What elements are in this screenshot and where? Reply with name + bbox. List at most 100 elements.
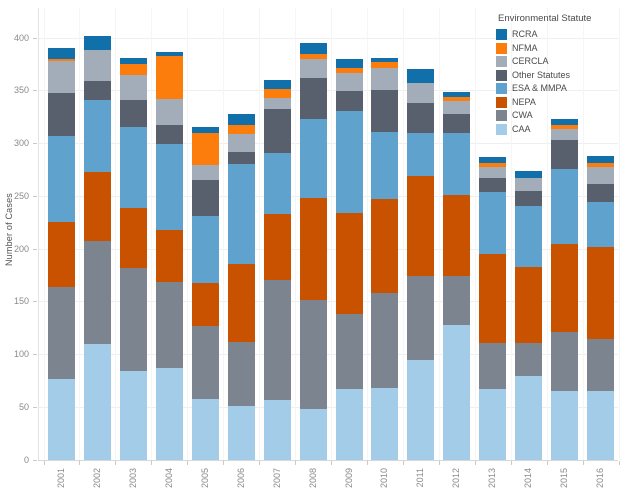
bar-2004-segment-esa-mmpa[interactable]: [155, 143, 183, 231]
bar-2001-segment-cwa[interactable]: [48, 286, 75, 379]
bar-2015-segment-nfma[interactable]: [551, 124, 579, 129]
bar-2001-segment-nepa[interactable]: [48, 221, 75, 287]
bar-2005[interactable]: [191, 126, 219, 460]
bar-2005-segment-nfma[interactable]: [191, 133, 219, 165]
bar-2016-segment-nepa[interactable]: [587, 246, 615, 339]
bar-2012-segment-rcra[interactable]: [443, 91, 471, 98]
bar-2016-segment-other-statutes[interactable]: [587, 183, 615, 202]
bar-2007-segment-esa-mmpa[interactable]: [263, 153, 291, 215]
bar-2012-segment-cercla[interactable]: [443, 101, 471, 114]
bar-2012-segment-nepa[interactable]: [443, 195, 471, 277]
bar-2004-segment-nepa[interactable]: [155, 230, 183, 282]
bar-2007-segment-nepa[interactable]: [263, 214, 291, 280]
bar-2003-segment-rcra[interactable]: [119, 58, 147, 65]
bar-2013-segment-cwa[interactable]: [479, 342, 507, 390]
bar-2010[interactable]: [371, 58, 399, 460]
bar-2003-segment-nfma[interactable]: [119, 64, 147, 75]
bar-2006-segment-nfma[interactable]: [227, 124, 255, 135]
bar-2012[interactable]: [443, 91, 471, 460]
bar-2001[interactable]: [48, 47, 75, 460]
bar-2016-segment-cercla[interactable]: [587, 166, 615, 184]
bar-2016-segment-rcra[interactable]: [587, 156, 615, 163]
bar-2011-segment-other-statutes[interactable]: [407, 103, 435, 133]
bar-2012-segment-caa[interactable]: [443, 324, 471, 460]
bar-2001-segment-cercla[interactable]: [48, 61, 75, 93]
bar-2010-segment-caa[interactable]: [371, 388, 399, 460]
bar-2011-segment-rcra[interactable]: [407, 68, 435, 84]
bar-2007[interactable]: [263, 80, 291, 460]
bar-2009-segment-cercla[interactable]: [335, 72, 363, 91]
bar-2004-segment-other-statutes[interactable]: [155, 124, 183, 144]
bar-2003-segment-other-statutes[interactable]: [119, 100, 147, 127]
bar-2016-segment-esa-mmpa[interactable]: [587, 201, 615, 247]
legend-item-cwa[interactable]: CWA: [496, 109, 622, 123]
legend-item-other-statutes[interactable]: Other Statutes: [496, 69, 622, 83]
bar-2006-segment-esa-mmpa[interactable]: [227, 163, 255, 264]
bar-2010-segment-nepa[interactable]: [371, 199, 399, 294]
bar-2004-segment-rcra[interactable]: [155, 51, 183, 56]
bar-2007-segment-caa[interactable]: [263, 399, 291, 460]
bar-2003-segment-caa[interactable]: [119, 371, 147, 460]
bar-2014-segment-caa[interactable]: [515, 375, 543, 460]
bar-2014-segment-rcra[interactable]: [515, 170, 543, 179]
legend-item-esa-mmpa[interactable]: ESA & MMPA: [496, 82, 622, 96]
bar-2001-segment-other-statutes[interactable]: [48, 92, 75, 137]
bar-2008-segment-cercla[interactable]: [299, 59, 327, 79]
bar-2004-segment-cercla[interactable]: [155, 99, 183, 125]
bar-2012-segment-other-statutes[interactable]: [443, 114, 471, 133]
bar-2015-segment-cwa[interactable]: [551, 332, 579, 392]
bar-2008-segment-esa-mmpa[interactable]: [299, 119, 327, 199]
bar-2003-segment-cercla[interactable]: [119, 74, 147, 101]
bar-2008-segment-nepa[interactable]: [299, 198, 327, 300]
bar-2005-segment-esa-mmpa[interactable]: [191, 216, 219, 283]
bar-2010-segment-rcra[interactable]: [371, 58, 399, 63]
bar-2008[interactable]: [299, 43, 327, 460]
bar-2004[interactable]: [155, 51, 183, 460]
bar-2001-segment-esa-mmpa[interactable]: [48, 136, 75, 222]
bar-2004-segment-cwa[interactable]: [155, 281, 183, 369]
bar-2009-segment-rcra[interactable]: [335, 59, 363, 68]
bar-2011-segment-cwa[interactable]: [407, 276, 435, 360]
bar-2007-segment-rcra[interactable]: [263, 80, 291, 89]
bar-2015-segment-rcra[interactable]: [551, 119, 579, 125]
bar-2016-segment-caa[interactable]: [587, 391, 615, 460]
bar-2003[interactable]: [119, 58, 147, 460]
bar-2007-segment-cwa[interactable]: [263, 279, 291, 400]
bar-2002-segment-caa[interactable]: [83, 343, 111, 460]
bar-2006-segment-other-statutes[interactable]: [227, 151, 255, 164]
legend-item-rcra[interactable]: RCRA: [496, 28, 622, 42]
bar-2011-segment-nepa[interactable]: [407, 176, 435, 277]
bar-2001-segment-caa[interactable]: [48, 378, 75, 460]
bar-2005-segment-caa[interactable]: [191, 398, 219, 460]
bar-2008-segment-other-statutes[interactable]: [299, 78, 327, 120]
bar-2015-segment-nepa[interactable]: [551, 243, 579, 333]
bar-2016-segment-nfma[interactable]: [587, 162, 615, 167]
bar-2005-segment-rcra[interactable]: [191, 126, 219, 134]
bar-2009[interactable]: [335, 59, 363, 460]
bar-2009-segment-nfma[interactable]: [335, 67, 363, 73]
bar-2006-segment-caa[interactable]: [227, 406, 255, 460]
bar-2014-segment-cercla[interactable]: [515, 178, 543, 191]
bar-2011-segment-esa-mmpa[interactable]: [407, 132, 435, 177]
bar-2006-segment-nepa[interactable]: [227, 263, 255, 342]
bar-2013-segment-nepa[interactable]: [479, 254, 507, 343]
bar-2012-segment-nfma[interactable]: [443, 97, 471, 102]
bar-2006-segment-rcra[interactable]: [227, 114, 255, 125]
bar-2004-segment-caa[interactable]: [155, 368, 183, 460]
bar-2009-segment-caa[interactable]: [335, 389, 363, 460]
bar-2005-segment-cwa[interactable]: [191, 326, 219, 399]
bar-2011-segment-cercla[interactable]: [407, 83, 435, 104]
bar-2016[interactable]: [587, 156, 615, 460]
bar-2002-segment-esa-mmpa[interactable]: [83, 100, 111, 173]
bar-2006-segment-cercla[interactable]: [227, 134, 255, 152]
bar-2006[interactable]: [227, 114, 255, 460]
bar-2003-segment-esa-mmpa[interactable]: [119, 126, 147, 208]
bar-2013-segment-esa-mmpa[interactable]: [479, 192, 507, 255]
bar-2001-segment-nfma[interactable]: [48, 59, 75, 62]
bar-2013-segment-cercla[interactable]: [479, 166, 507, 179]
bar-2005-segment-nepa[interactable]: [191, 282, 219, 327]
bar-2002-segment-nepa[interactable]: [83, 172, 111, 241]
bar-2014-segment-other-statutes[interactable]: [515, 191, 543, 206]
bar-2008-segment-cwa[interactable]: [299, 299, 327, 410]
bar-2011-segment-caa[interactable]: [407, 359, 435, 460]
